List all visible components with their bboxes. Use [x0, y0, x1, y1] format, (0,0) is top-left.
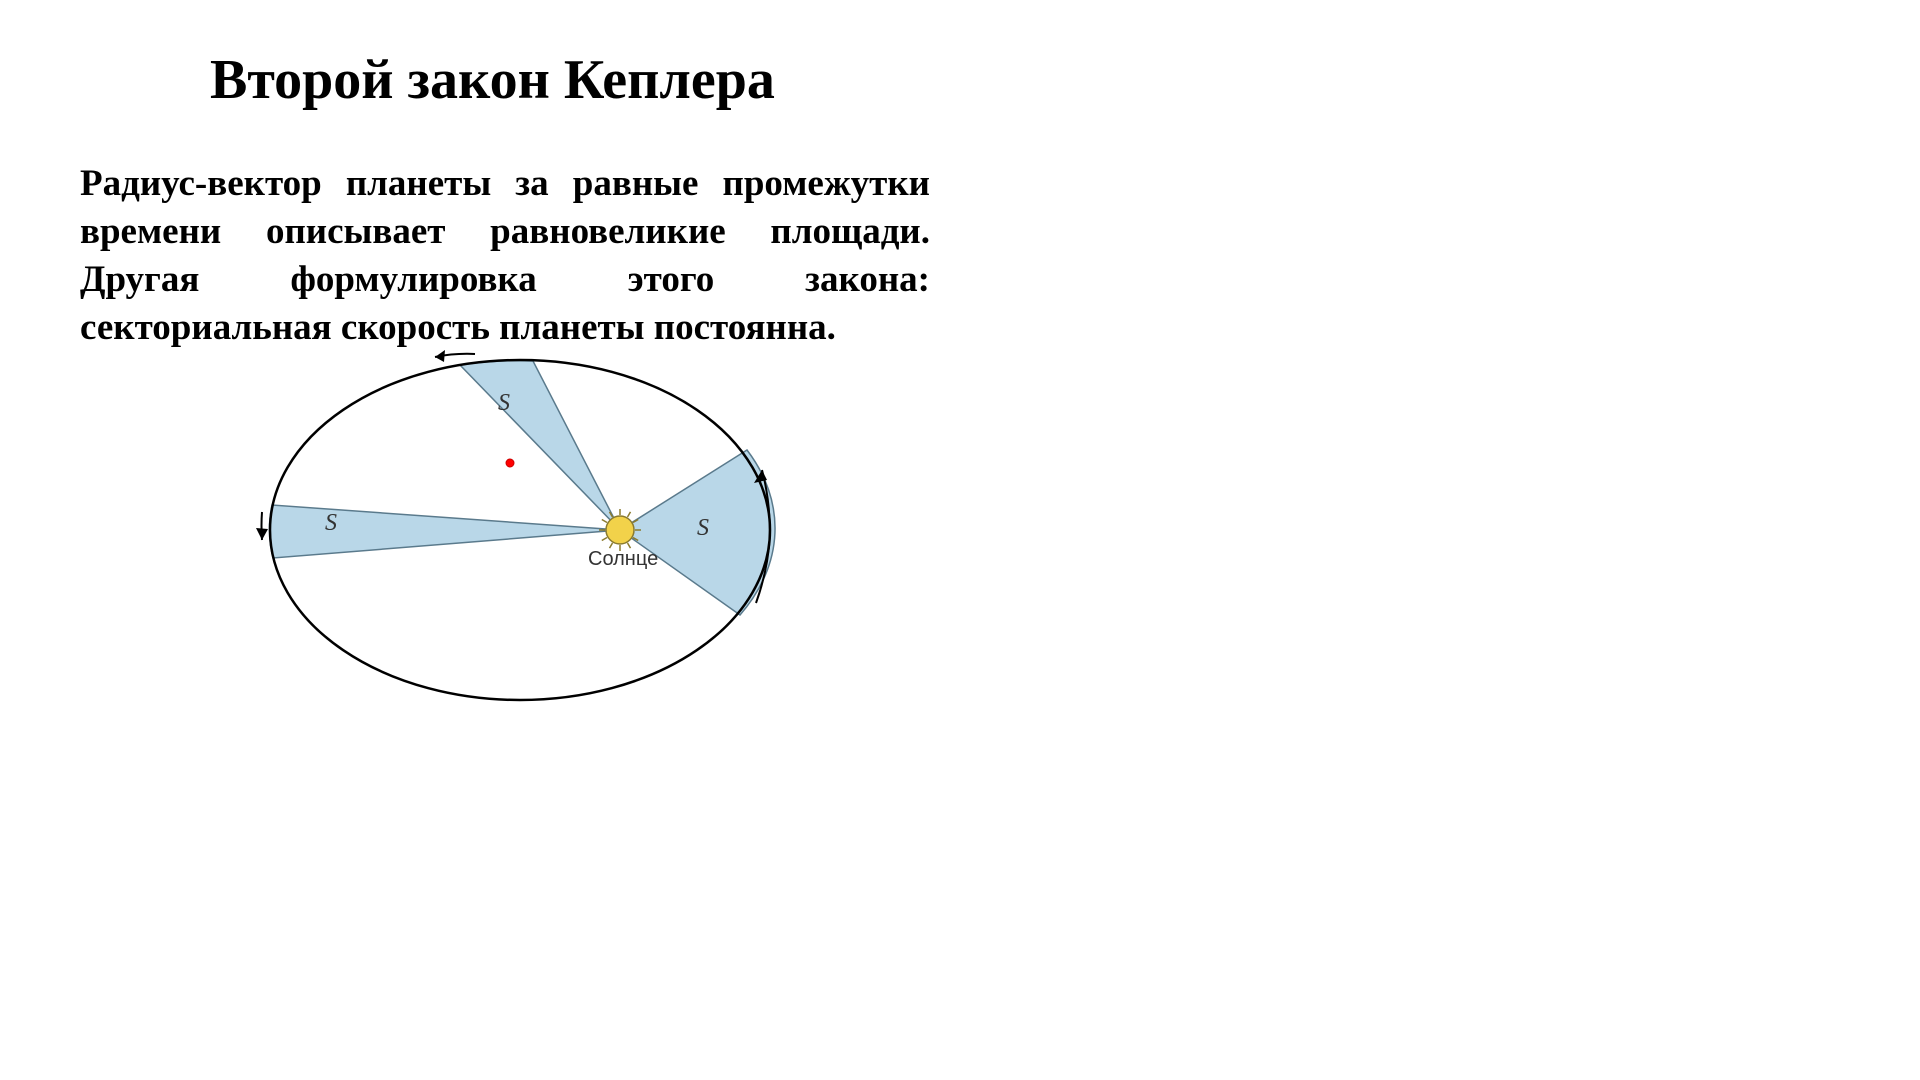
sector-label: S [498, 390, 510, 416]
marker-dot [506, 459, 514, 467]
sun-label: Солнце [588, 548, 658, 570]
kepler-diagram: S S S Солнце [240, 340, 800, 720]
body-text: Радиус-вектор планеты за равные промежут… [80, 160, 930, 352]
sector [460, 361, 620, 530]
page-title: Второй закон Кеплера [210, 48, 775, 112]
arrowhead-icon [256, 528, 268, 540]
arrowhead-icon [435, 350, 445, 362]
sector [269, 505, 620, 558]
sun-body [606, 516, 634, 544]
sector-label: S [697, 515, 709, 541]
sector-label: S [325, 510, 337, 536]
